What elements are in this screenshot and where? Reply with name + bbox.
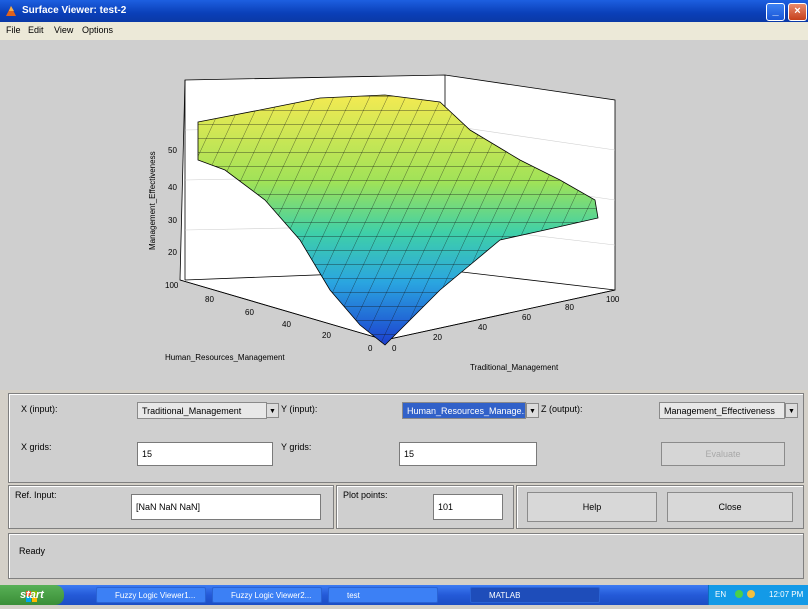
evaluate-button[interactable]: Evaluate [661, 442, 785, 466]
z-output-select[interactable]: Management_Effectiveness [659, 402, 785, 419]
y-tick: 80 [565, 303, 574, 312]
window-title: Surface Viewer: test-2 [22, 5, 127, 16]
z-tick: 20 [168, 248, 177, 257]
y-tick: 20 [433, 333, 442, 342]
action-buttons-panel: Help Close [516, 485, 804, 529]
menu-options[interactable]: Options [82, 25, 114, 35]
y-grids-field[interactable]: 15 [399, 442, 537, 466]
z-tick: 40 [168, 183, 177, 192]
x-tick: 40 [282, 320, 291, 329]
taskbar-item-matlab[interactable]: MATLAB [470, 587, 600, 603]
taskbar-item-test[interactable]: test [328, 587, 438, 603]
ref-input-label: Ref. Input: [15, 490, 57, 500]
taskbar-item-viewer2[interactable]: Fuzzy Logic Viewer2... [212, 587, 322, 603]
z-tick: 50 [168, 146, 177, 155]
z-tick: 30 [168, 216, 177, 225]
taskbar: start Fuzzy Logic Viewer1... Fuzzy Logic… [0, 585, 808, 605]
x-tick: 0 [368, 344, 373, 353]
ref-input-panel: Ref. Input: [NaN NaN NaN] [8, 485, 334, 529]
menu-bar: File Edit View Options [0, 22, 808, 40]
plot-points-panel: Plot points: 101 [336, 485, 514, 529]
minimize-button[interactable]: _ [766, 3, 785, 21]
x-tick: 80 [205, 295, 214, 304]
clock[interactable]: 12:07 PM [769, 590, 804, 599]
x-grids-label: X grids: [21, 442, 52, 452]
start-label: start [20, 589, 44, 601]
y-tick: 40 [478, 323, 487, 332]
y-tick: 100 [606, 295, 620, 304]
ref-input-field[interactable]: [NaN NaN NaN] [131, 494, 321, 520]
windows-logo-icon [6, 589, 37, 602]
y-input-select[interactable]: Human_Resources_Manage... [402, 402, 526, 419]
x-input-label: X (input): [21, 404, 58, 414]
chevron-down-icon[interactable]: ▼ [785, 403, 798, 418]
y-grids-label: Y grids: [281, 442, 312, 452]
system-tray: EN 12:07 PM [708, 585, 808, 605]
x-tick: 100 [165, 281, 179, 290]
axis-controls-panel: X (input): Traditional_Management ▼ Y (i… [8, 393, 804, 483]
plot-points-field[interactable]: 101 [433, 494, 503, 520]
start-button[interactable]: start [0, 585, 64, 605]
title-bar: Surface Viewer: test-2 _ × [0, 0, 808, 22]
menu-edit[interactable]: Edit [28, 25, 44, 35]
status-panel: Ready [8, 533, 804, 579]
x-input-select[interactable]: Traditional_Management [137, 402, 267, 419]
y-axis-label: Traditional_Management [470, 363, 559, 372]
menu-view[interactable]: View [54, 25, 74, 35]
language-indicator[interactable]: EN [715, 590, 727, 599]
x-tick: 20 [322, 331, 331, 340]
close-button[interactable]: Close [667, 492, 793, 522]
z-output-label: Z (output): [541, 404, 583, 414]
y-tick: 0 [392, 344, 397, 353]
network-icon[interactable] [735, 590, 743, 598]
y-tick: 60 [522, 313, 531, 322]
y-input-label: Y (input): [281, 404, 318, 414]
matlab-icon [4, 4, 18, 18]
surface-plot[interactable]: 50 40 30 20 100 80 60 40 20 0 0 20 40 60… [0, 40, 808, 390]
z-axis-label: Management_Effectiveness [148, 151, 157, 250]
surface-plot-area: 50 40 30 20 100 80 60 40 20 0 0 20 40 60… [0, 40, 808, 390]
help-button[interactable]: Help [527, 492, 657, 522]
taskbar-item-viewer1[interactable]: Fuzzy Logic Viewer1... [96, 587, 206, 603]
chevron-down-icon[interactable]: ▼ [526, 403, 539, 418]
x-grids-field[interactable]: 15 [137, 442, 273, 466]
menu-file[interactable]: File [6, 25, 21, 35]
x-tick: 60 [245, 308, 254, 317]
plot-points-label: Plot points: [343, 490, 388, 500]
speaker-icon[interactable] [747, 590, 755, 598]
status-text: Ready [19, 546, 46, 556]
chevron-down-icon[interactable]: ▼ [266, 403, 279, 418]
close-icon[interactable]: × [788, 3, 807, 21]
x-axis-label: Human_Resources_Management [165, 353, 285, 362]
